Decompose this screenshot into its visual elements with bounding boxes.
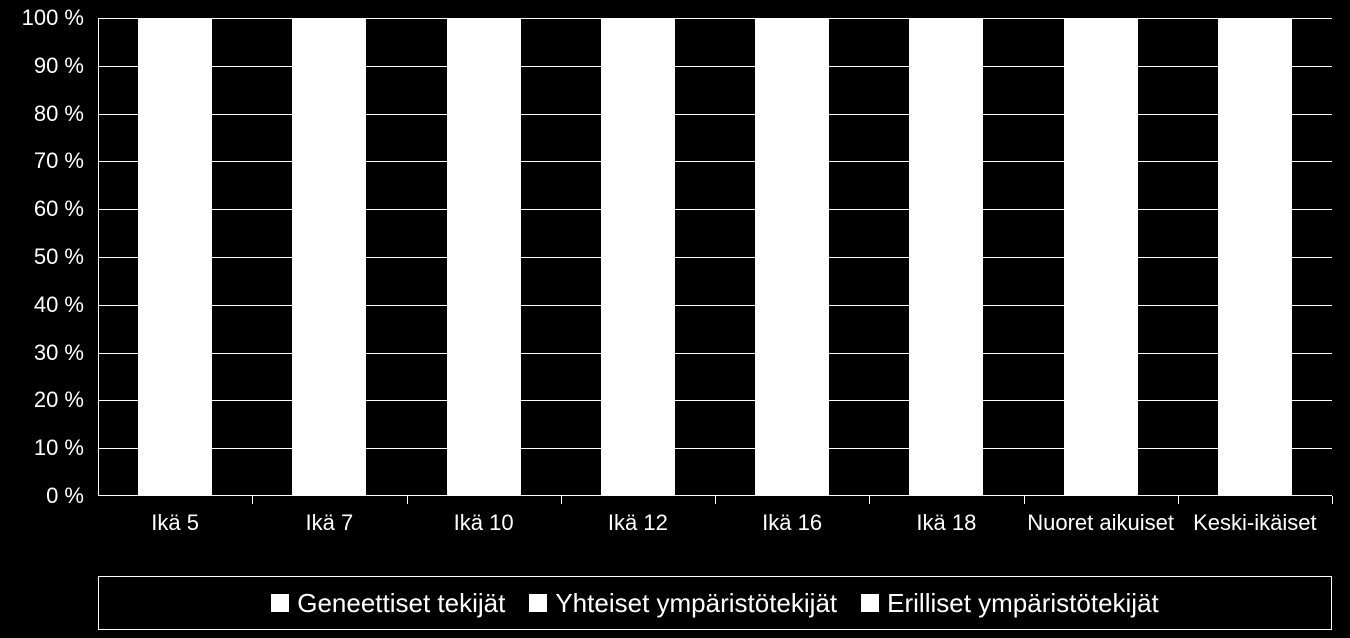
plot-area (98, 18, 1332, 496)
bar-slot (407, 18, 561, 496)
x-tick-label: Ikä 7 (252, 502, 406, 536)
y-tick-label: 100 % (22, 5, 84, 31)
legend-label: Geneettiset tekijät (297, 588, 505, 619)
x-tick-label: Ikä 12 (561, 502, 715, 536)
y-tick-label: 30 % (34, 340, 84, 366)
legend-swatch-icon (861, 594, 879, 612)
bar-nuoret-aikuiset (1064, 18, 1138, 496)
y-axis-labels: 100 % 90 % 80 % 70 % 60 % 50 % 40 % 30 %… (0, 18, 92, 496)
y-tick-label: 50 % (34, 244, 84, 270)
legend-swatch-icon (529, 594, 547, 612)
x-tick (1332, 496, 1333, 504)
x-tick-label: Ikä 10 (407, 502, 561, 536)
y-tick-label: 60 % (34, 196, 84, 222)
x-axis-labels: Ikä 5 Ikä 7 Ikä 10 Ikä 12 Ikä 16 Ikä 18 … (98, 502, 1332, 536)
x-tick-label: Keski-ikäiset (1178, 502, 1332, 536)
y-tick-label: 90 % (34, 53, 84, 79)
bar-ika-5 (138, 18, 212, 496)
bar-ika-7 (292, 18, 366, 496)
bar-slot (98, 18, 252, 496)
bar-slot (1178, 18, 1332, 496)
bar-ika-12 (601, 18, 675, 496)
legend-label: Erilliset ympäristötekijät (887, 588, 1159, 619)
chart-container: 100 % 90 % 80 % 70 % 60 % 50 % 40 % 30 %… (0, 0, 1350, 638)
bar-ika-18 (909, 18, 983, 496)
x-tick-label: Ikä 18 (869, 502, 1023, 536)
legend-label: Yhteiset ympäristötekijät (555, 588, 837, 619)
y-tick-label: 20 % (34, 387, 84, 413)
legend-item: Yhteiset ympäristötekijät (529, 588, 837, 619)
bar-slot (715, 18, 869, 496)
y-tick-label: 40 % (34, 292, 84, 318)
legend-swatch-icon (271, 594, 289, 612)
x-tick-label: Ikä 5 (98, 502, 252, 536)
y-tick-label: 70 % (34, 148, 84, 174)
bar-slot (869, 18, 1023, 496)
bar-ika-16 (755, 18, 829, 496)
y-tick-label: 0 % (46, 483, 84, 509)
bar-slot (252, 18, 406, 496)
legend: Geneettiset tekijät Yhteiset ympäristöte… (98, 576, 1332, 630)
x-tick-label: Ikä 16 (715, 502, 869, 536)
bars-group (98, 18, 1332, 496)
y-tick-label: 80 % (34, 101, 84, 127)
y-tick-label: 10 % (34, 435, 84, 461)
bar-slot (561, 18, 715, 496)
legend-item: Erilliset ympäristötekijät (861, 588, 1159, 619)
bar-keski-ikaiset (1218, 18, 1292, 496)
bar-slot (1024, 18, 1178, 496)
bar-ika-10 (447, 18, 521, 496)
legend-item: Geneettiset tekijät (271, 588, 505, 619)
x-tick-label: Nuoret aikuiset (1024, 502, 1178, 536)
